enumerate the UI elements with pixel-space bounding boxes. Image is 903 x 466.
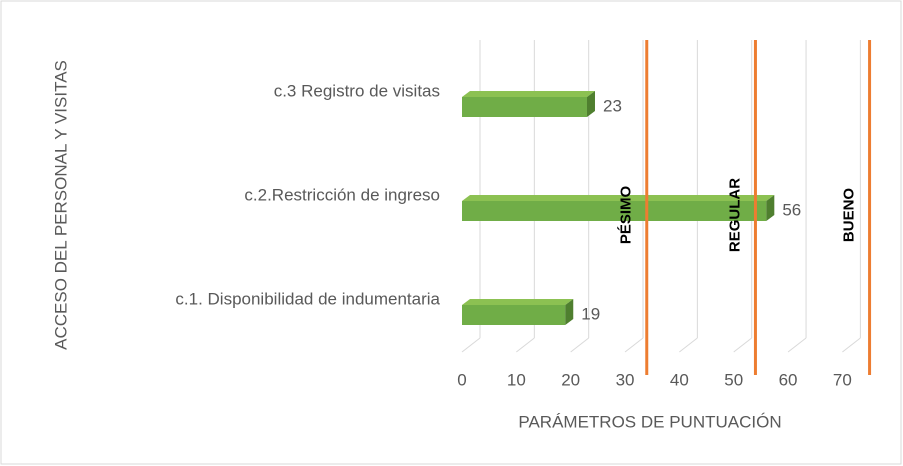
x-tick-label: 20 [561, 370, 580, 389]
bar [462, 201, 767, 221]
floor-grid-line [787, 337, 807, 353]
x-tick-label: 60 [779, 370, 798, 389]
data-label: 23 [603, 96, 622, 115]
x-tick-label: 40 [670, 370, 689, 389]
y-tick-label: c.3 Registro de visitas [274, 81, 440, 100]
floor-grid-line [461, 337, 481, 353]
x-tick-label: 70 [833, 370, 852, 389]
bar-top [462, 195, 775, 201]
bar-side [586, 91, 595, 117]
floor-grid-line [516, 337, 535, 353]
y-tick-label: c.2.Restricción de ingreso [244, 185, 440, 204]
floor-grid-line [570, 337, 589, 353]
floor-grid-line [733, 337, 753, 353]
x-axis-title: PARÁMETROS DE PUNTUACIÓN [518, 412, 781, 431]
bar-top [462, 91, 595, 97]
data-label: 56 [782, 200, 801, 219]
threshold-label: PÉSIMO [618, 186, 635, 245]
y-axis-title: ACCESO DEL PERSONAL Y VISITAS [51, 60, 70, 350]
threshold-label: REGULAR [726, 178, 743, 252]
bar [462, 97, 587, 117]
x-tick-label: 10 [507, 370, 526, 389]
data-label: 19 [581, 304, 600, 323]
y-tick-label: c.1. Disponibilidad de indumentaria [175, 289, 440, 308]
bar-side [766, 195, 775, 221]
threshold-label: BUENO [841, 188, 858, 243]
bar-side [565, 299, 574, 325]
x-tick-label: 0 [457, 370, 466, 389]
bar [462, 305, 566, 325]
floor-grid-line [624, 337, 644, 353]
bar-top [462, 299, 574, 305]
x-tick-label: 30 [616, 370, 635, 389]
x-tick-label: 50 [724, 370, 743, 389]
floor-grid-line [842, 337, 861, 353]
floor-grid-line [679, 337, 698, 353]
